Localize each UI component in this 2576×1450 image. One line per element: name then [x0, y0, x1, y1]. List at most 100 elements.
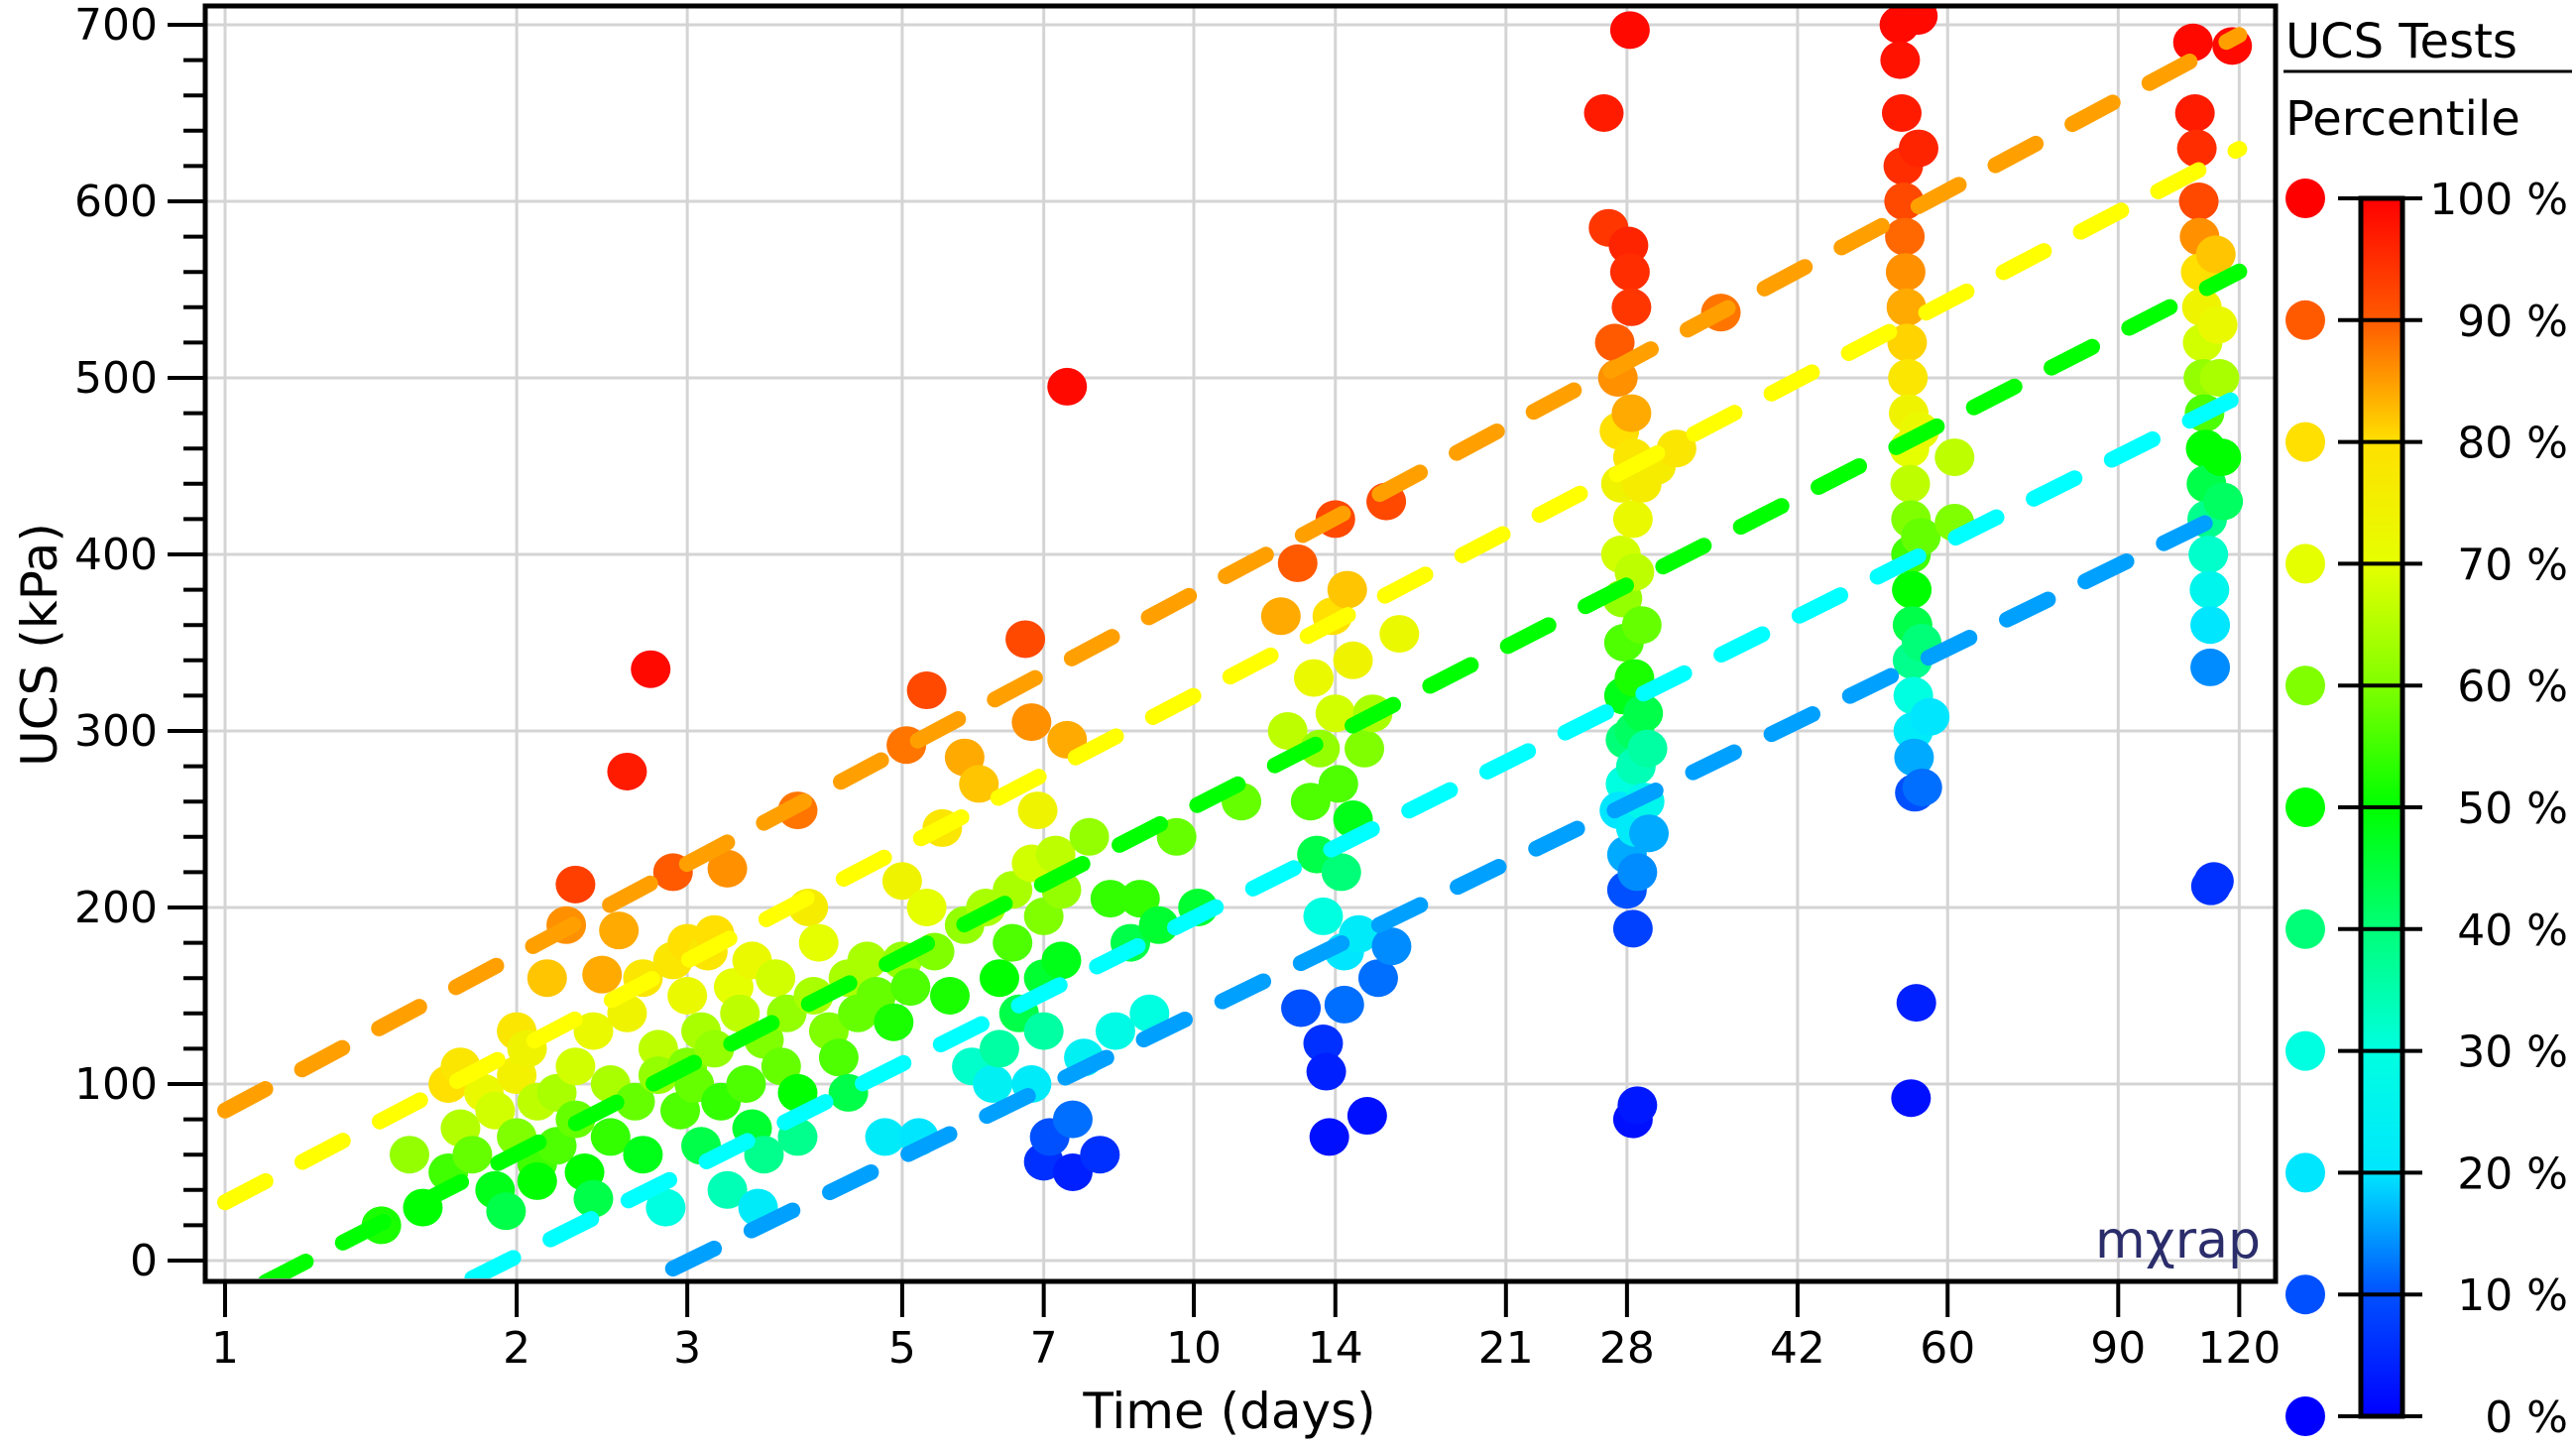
data-point: [1896, 984, 1936, 1023]
x-tick-label: 28: [1599, 1323, 1655, 1374]
data-point: [2201, 438, 2242, 477]
data-point: [1656, 429, 1697, 468]
legend-label: 80 %: [2457, 419, 2568, 469]
trend-line-p10: [664, 498, 2248, 1277]
data-point: [1119, 880, 1160, 918]
data-point: [2195, 235, 2236, 274]
data-point: [599, 911, 640, 950]
legend-label: 0 %: [2485, 1392, 2568, 1443]
data-point: [1612, 500, 1653, 539]
data-point: [607, 752, 647, 790]
y-tick-label: 0: [130, 1236, 158, 1286]
data-point: [906, 889, 947, 926]
data-point: [645, 1188, 686, 1227]
y-tick-label: 300: [74, 706, 158, 757]
data-point: [1612, 909, 1653, 948]
data-point: [1371, 927, 1412, 966]
data-point: [1047, 367, 1088, 406]
data-point: [1887, 323, 1928, 362]
x-axis-title: Time (days): [1082, 1383, 1375, 1440]
data-point: [536, 1127, 577, 1165]
data-point: [1080, 1136, 1120, 1174]
data-point: [1886, 288, 1927, 326]
legend: UCS Tests Percentile 100 % 90 % 80 % 70 % 60…: [2283, 14, 2572, 1443]
legend-label: 70 %: [2457, 540, 2568, 590]
trend-line-p90: [217, 27, 2248, 1119]
data-point: [973, 1065, 1013, 1103]
legend-subtitle: Percentile: [2285, 91, 2520, 147]
data-point: [798, 923, 839, 962]
data-point: [1345, 729, 1385, 768]
data-point: [1281, 989, 1322, 1027]
legend-stops: 100 % 90 % 80 % 70 % 60 % 50 % 40 % 30 % 20 % 10 …: [2285, 175, 2568, 1443]
data-point: [1627, 729, 1668, 768]
data-point: [2190, 606, 2231, 645]
data-point: [993, 923, 1033, 962]
data-point: [1041, 941, 1082, 980]
data-point: [694, 1029, 735, 1068]
data-point: [582, 955, 623, 994]
legend-swatch: [2285, 908, 2325, 949]
data-point: [707, 1170, 748, 1209]
trend-lines: [217, 27, 2248, 1278]
data-point: [1011, 703, 1052, 742]
data-point: [881, 862, 922, 901]
data-point: [1318, 765, 1358, 803]
data-point: [959, 765, 999, 803]
data-point: [1357, 959, 1398, 998]
data-point: [1894, 738, 1934, 777]
legend-swatch: [2285, 422, 2325, 462]
data-point: [573, 1179, 614, 1218]
data-point: [1303, 1025, 1344, 1063]
data-point: [667, 977, 708, 1015]
data-point: [2178, 182, 2219, 220]
x-tick-label: 5: [888, 1323, 916, 1374]
data-point: [1294, 659, 1335, 697]
data-point: [865, 1118, 905, 1156]
data-point: [527, 959, 567, 998]
y-axis-title: UCS (kPa): [11, 523, 68, 767]
data-point: [1617, 853, 1658, 892]
plot-frame: [202, 3, 2279, 1284]
x-axis-ticks: 1 2 3 5 7 10 14 21 28 42 60 90 120: [211, 1281, 2281, 1374]
data-point: [1347, 1097, 1387, 1136]
data-point: [1267, 712, 1308, 750]
data-point: [1017, 791, 1058, 830]
data-point: [1881, 94, 1922, 132]
data-point: [1260, 597, 1301, 636]
data-point: [1892, 570, 1932, 609]
data-point: [1321, 853, 1361, 892]
data-point: [1333, 641, 1373, 679]
data-point: [1309, 1118, 1349, 1156]
data-point: [1303, 897, 1344, 935]
x-tick-label: 120: [2197, 1323, 2281, 1374]
data-point: [890, 968, 931, 1007]
y-tick-label: 100: [74, 1059, 158, 1110]
data-point: [1609, 11, 1650, 50]
data-point: [929, 977, 970, 1015]
data-point: [707, 849, 748, 888]
legend-swatch: [2285, 1396, 2325, 1436]
data-point: [475, 1091, 516, 1130]
legend-label: 40 %: [2457, 906, 2568, 956]
x-tick-label: 7: [1030, 1323, 1058, 1374]
data-point: [1129, 994, 1170, 1032]
data-point: [1934, 438, 1975, 477]
x-tick-label: 42: [1770, 1323, 1825, 1374]
x-tick-label: 14: [1308, 1323, 1363, 1374]
legend-label: 60 %: [2457, 662, 2568, 712]
data-point: [1023, 1012, 1064, 1050]
data-point: [590, 1118, 631, 1156]
legend-label: 100 %: [2429, 175, 2568, 225]
legend-swatch: [2285, 300, 2325, 340]
legend-label: 20 %: [2457, 1148, 2568, 1199]
legend-swatch: [2285, 1152, 2325, 1193]
x-tick-label: 2: [503, 1323, 530, 1374]
x-tick-label: 3: [673, 1323, 701, 1374]
data-point: [517, 1161, 557, 1200]
data-point: [1005, 620, 1046, 659]
data-point: [2188, 536, 2229, 573]
data-point: [1885, 217, 1926, 256]
data-point: [2176, 129, 2217, 168]
data-point: [1621, 606, 1662, 645]
